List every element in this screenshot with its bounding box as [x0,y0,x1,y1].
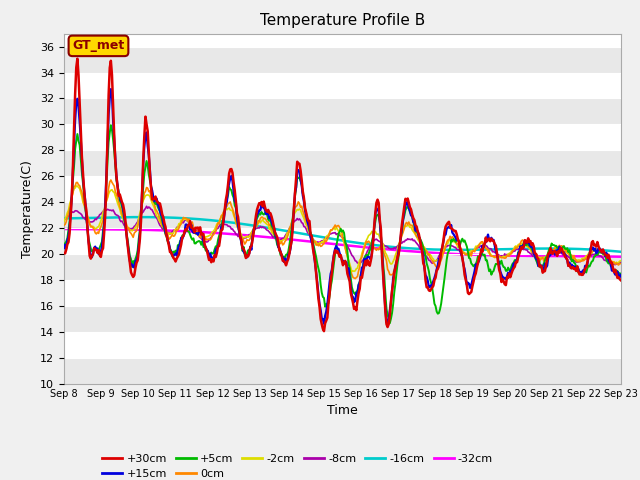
X-axis label: Time: Time [327,405,358,418]
Bar [64,358,621,384]
Legend: +30cm, +15cm, +5cm, 0cm, -2cm, -8cm, -16cm, -32cm: +30cm, +15cm, +5cm, 0cm, -2cm, -8cm, -16… [97,449,497,480]
Bar [64,150,621,176]
Title: Temperature Profile B: Temperature Profile B [260,13,425,28]
Y-axis label: Temperature(C): Temperature(C) [22,160,35,258]
Text: GT_met: GT_met [72,39,125,52]
Bar [64,202,621,228]
Bar [64,254,621,280]
Bar [64,47,621,72]
Bar [64,98,621,124]
Bar [64,306,621,332]
